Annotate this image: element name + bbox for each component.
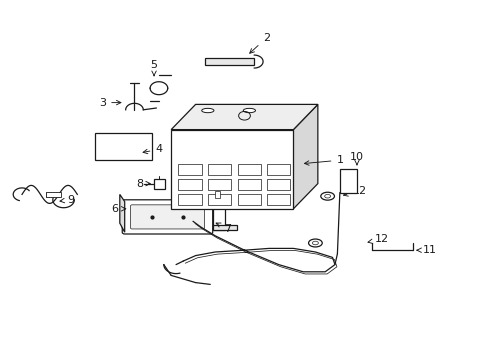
Bar: [267, 194, 290, 205]
Ellipse shape: [308, 239, 322, 247]
Ellipse shape: [312, 241, 318, 245]
Text: 12: 12: [343, 186, 366, 196]
Text: 11: 11: [416, 245, 436, 255]
Text: 12: 12: [367, 234, 387, 244]
Polygon shape: [293, 104, 317, 209]
Bar: [205, 58, 254, 65]
Ellipse shape: [311, 241, 319, 245]
Text: 7: 7: [216, 223, 230, 234]
Bar: [178, 164, 201, 175]
Polygon shape: [171, 104, 317, 130]
Ellipse shape: [324, 194, 330, 198]
FancyBboxPatch shape: [122, 200, 212, 234]
Bar: [208, 194, 231, 205]
Text: 9: 9: [60, 195, 74, 205]
Bar: [237, 164, 260, 175]
Bar: [237, 179, 260, 190]
Polygon shape: [212, 187, 224, 230]
FancyBboxPatch shape: [130, 205, 204, 229]
Text: 2: 2: [249, 33, 269, 53]
Text: 10: 10: [349, 152, 363, 165]
Bar: [339, 169, 356, 193]
Bar: [208, 179, 231, 190]
Text: 3: 3: [99, 98, 121, 108]
Ellipse shape: [201, 108, 214, 113]
Bar: [267, 179, 290, 190]
Polygon shape: [120, 194, 124, 232]
Bar: [237, 194, 260, 205]
Text: 8: 8: [136, 179, 150, 189]
Bar: [212, 225, 237, 230]
Bar: [208, 164, 231, 175]
Bar: [178, 194, 201, 205]
Bar: [46, 192, 61, 197]
Bar: [171, 130, 293, 209]
Ellipse shape: [320, 192, 334, 200]
Text: 4: 4: [143, 144, 162, 154]
Text: 5: 5: [150, 60, 157, 76]
Bar: [95, 133, 151, 160]
Bar: [215, 191, 220, 198]
Ellipse shape: [243, 108, 255, 113]
Bar: [178, 179, 201, 190]
Text: 6: 6: [111, 204, 125, 214]
Bar: [154, 179, 164, 189]
Bar: [267, 164, 290, 175]
Text: 1: 1: [304, 155, 343, 165]
